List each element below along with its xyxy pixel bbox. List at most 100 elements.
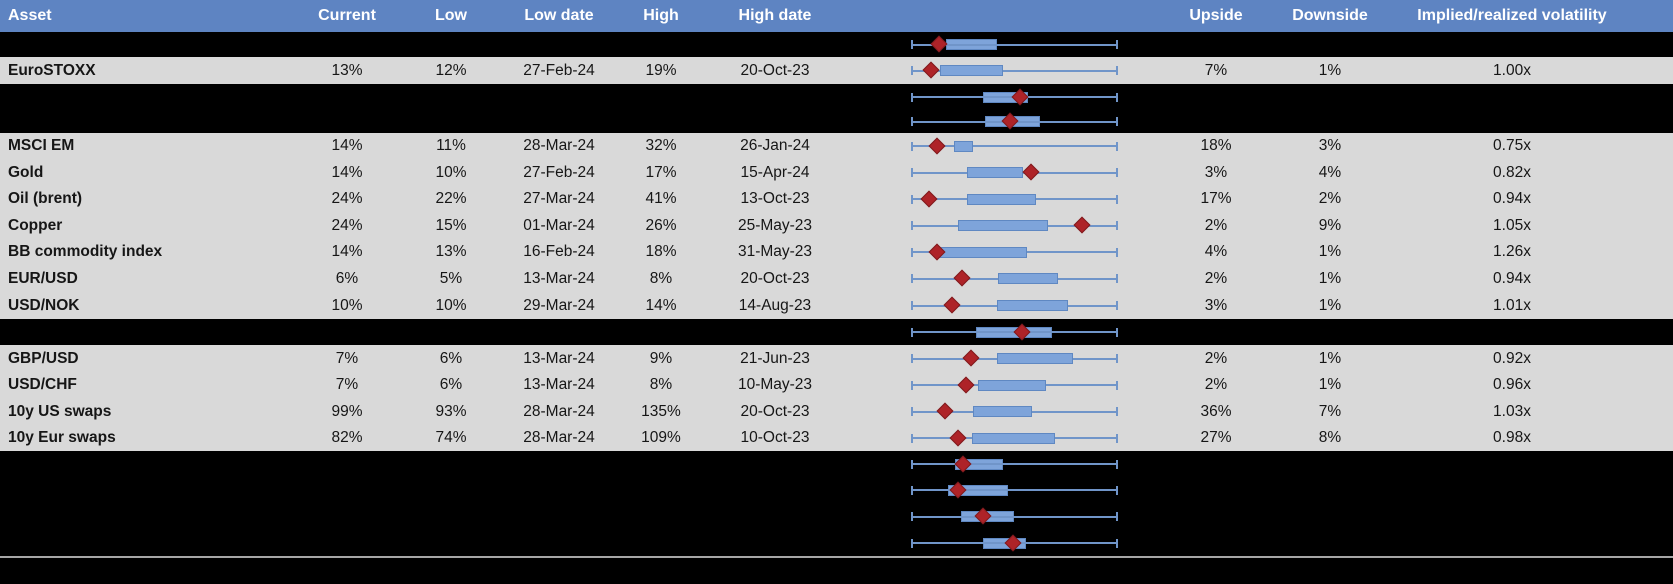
high-date-cell: 10-May-23 bbox=[737, 376, 813, 393]
row-spacer bbox=[1650, 398, 1673, 425]
whisker-cap-left bbox=[911, 141, 913, 151]
row-spacer bbox=[1650, 186, 1673, 212]
implied-realized-cell bbox=[1374, 319, 1650, 345]
downside-cell: 7% bbox=[1318, 402, 1342, 420]
whisker-track bbox=[912, 463, 1118, 465]
low-cell: 12% bbox=[435, 61, 467, 79]
high-date-cell bbox=[704, 530, 846, 556]
asset-cell bbox=[0, 503, 292, 530]
high-date-cell bbox=[704, 503, 846, 530]
low-cell: 22% bbox=[435, 190, 467, 207]
hidden-row bbox=[0, 84, 1673, 110]
implied-realized-cell bbox=[1374, 503, 1650, 530]
current-cell bbox=[292, 530, 402, 556]
upside-cell bbox=[1146, 477, 1286, 503]
table-row: USD/CHF 7% 6% 13-Mar-24 8% 10-May-23 2% 1% 0.96x bbox=[0, 372, 1673, 398]
current-cell: 13% bbox=[331, 61, 363, 79]
downside-cell: 1% bbox=[1318, 296, 1342, 314]
asset-cell bbox=[0, 530, 292, 556]
header-current: Current bbox=[318, 7, 376, 24]
whisker-cap-right bbox=[1116, 380, 1118, 390]
current-marker-diamond-icon bbox=[957, 376, 975, 393]
high-cell: 32% bbox=[645, 137, 677, 154]
low-date-cell: 16-Feb-24 bbox=[523, 243, 595, 260]
low-cell bbox=[402, 503, 500, 530]
downside-cell bbox=[1286, 319, 1374, 345]
asset-cell bbox=[0, 319, 292, 345]
range-boxplot bbox=[846, 239, 1146, 265]
range-boxplot bbox=[846, 84, 1146, 110]
high-cell: 109% bbox=[641, 429, 681, 446]
downside-cell: 1% bbox=[1318, 61, 1342, 79]
current-cell: 6% bbox=[335, 269, 359, 287]
high-cell: 18% bbox=[645, 243, 677, 260]
asset-cell: 10y Eur swaps bbox=[8, 429, 116, 446]
header-row: Asset Current Low Low date High High date Upsi… bbox=[0, 0, 1673, 32]
upside-cell: 4% bbox=[1204, 243, 1228, 260]
downside-cell: 1% bbox=[1318, 269, 1342, 287]
current-cell bbox=[292, 451, 402, 477]
boxplot-box bbox=[972, 406, 1033, 417]
whisker-cap-left bbox=[911, 221, 913, 230]
implied-realized-cell: 0.96x bbox=[1493, 376, 1531, 393]
high-cell bbox=[618, 477, 704, 503]
boxplot-box bbox=[940, 65, 1004, 76]
upside-cell: 2% bbox=[1204, 349, 1228, 367]
downside-cell bbox=[1286, 530, 1374, 556]
high-cell bbox=[618, 110, 704, 133]
downside-cell: 3% bbox=[1318, 137, 1342, 154]
hidden-row bbox=[0, 477, 1673, 503]
current-marker-diamond-icon bbox=[949, 429, 967, 446]
low-date-cell: 27-Feb-24 bbox=[523, 163, 595, 181]
whisker-cap-right bbox=[1116, 168, 1118, 177]
downside-cell: 2% bbox=[1318, 190, 1342, 207]
asset-cell: BB commodity index bbox=[8, 243, 163, 260]
boxplot-box bbox=[967, 193, 1036, 205]
current-cell: 7% bbox=[335, 349, 359, 367]
whisker-track bbox=[912, 489, 1118, 491]
whisker-track bbox=[912, 145, 1118, 147]
low-cell: 10% bbox=[435, 296, 467, 314]
current-marker-diamond-icon bbox=[936, 402, 954, 420]
asset-cell: Gold bbox=[8, 163, 44, 181]
table-row: Copper 24% 15% 01-Mar-24 26% 25-May-23 2% 9% 1.0… bbox=[0, 212, 1673, 239]
asset-cell: GBP/USD bbox=[8, 349, 79, 367]
upside-cell bbox=[1146, 319, 1286, 345]
low-cell bbox=[402, 477, 500, 503]
header-implied-realized-volatility: Implied/realized volatility bbox=[1417, 7, 1607, 24]
downside-cell bbox=[1286, 84, 1374, 110]
whisker-cap-right bbox=[1116, 433, 1118, 443]
boxplot-box bbox=[971, 432, 1055, 444]
current-cell: 14% bbox=[331, 137, 363, 154]
current-marker-diamond-icon bbox=[1022, 163, 1040, 181]
whisker-cap-left bbox=[911, 301, 913, 310]
low-cell: 6% bbox=[439, 376, 463, 393]
current-cell bbox=[292, 84, 402, 110]
implied-realized-cell: 1.05x bbox=[1493, 216, 1531, 234]
low-date-cell: 13-Mar-24 bbox=[523, 269, 595, 287]
low-date-cell bbox=[500, 84, 618, 110]
table-row: EUR/USD 6% 5% 13-Mar-24 8% 20-Oct-23 2% 1% 0.94x bbox=[0, 265, 1673, 292]
implied-realized-cell: 1.03x bbox=[1493, 402, 1531, 420]
downside-cell: 1% bbox=[1318, 376, 1342, 393]
table-row: 10y US swaps 99% 93% 28-Mar-24 135% 20-Oct-23… bbox=[0, 398, 1673, 425]
upside-cell bbox=[1146, 110, 1286, 133]
asset-cell: USD/NOK bbox=[8, 296, 80, 314]
low-cell bbox=[402, 451, 500, 477]
implied-realized-cell bbox=[1374, 451, 1650, 477]
table-row: USD/NOK 10% 10% 29-Mar-24 14% 14-Aug-23 3% 1% 1.… bbox=[0, 292, 1673, 319]
whisker-cap-right bbox=[1116, 141, 1118, 151]
low-date-cell bbox=[500, 110, 618, 133]
implied-realized-cell: 0.82x bbox=[1493, 163, 1531, 181]
row-spacer bbox=[1650, 425, 1673, 451]
downside-cell bbox=[1286, 32, 1374, 57]
row-spacer bbox=[1650, 110, 1673, 133]
range-boxplot bbox=[846, 32, 1146, 57]
low-date-cell: 28-Mar-24 bbox=[523, 137, 595, 154]
header-upside: Upside bbox=[1189, 7, 1243, 24]
current-cell bbox=[292, 319, 402, 345]
asset-cell bbox=[0, 32, 292, 57]
upside-cell: 27% bbox=[1200, 429, 1232, 446]
table-row: BB commodity index 14% 13% 16-Feb-24 18% 31-M… bbox=[0, 239, 1673, 265]
high-cell: 14% bbox=[645, 296, 677, 314]
